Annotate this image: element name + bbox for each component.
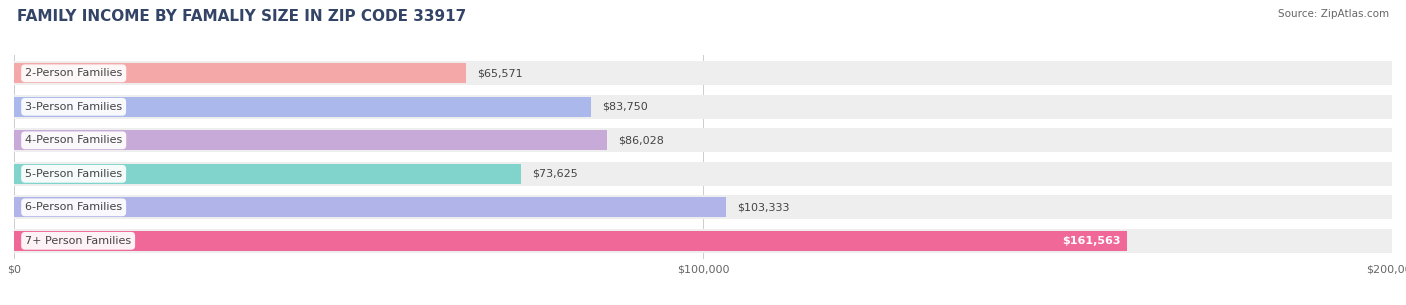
Text: $65,571: $65,571	[477, 68, 523, 78]
Bar	[14, 164, 522, 184]
Text: $83,750: $83,750	[602, 102, 648, 112]
Text: 3-Person Families: 3-Person Families	[25, 102, 122, 112]
Bar	[14, 95, 1392, 119]
Bar	[14, 229, 1392, 253]
Bar	[14, 197, 725, 217]
Text: 2-Person Families: 2-Person Families	[25, 68, 122, 78]
Text: 7+ Person Families: 7+ Person Families	[25, 236, 131, 246]
Text: $86,028: $86,028	[617, 135, 664, 145]
Text: $103,333: $103,333	[737, 202, 790, 212]
Bar	[14, 162, 1392, 186]
Bar	[14, 231, 1128, 251]
Bar	[14, 63, 465, 83]
Bar	[14, 195, 1392, 219]
Text: 6-Person Families: 6-Person Families	[25, 202, 122, 212]
Text: $161,563: $161,563	[1062, 236, 1121, 246]
Text: 4-Person Families: 4-Person Families	[25, 135, 122, 145]
Text: 5-Person Families: 5-Person Families	[25, 169, 122, 179]
Bar	[14, 130, 607, 150]
Bar	[14, 97, 591, 117]
Bar	[14, 61, 1392, 85]
Text: FAMILY INCOME BY FAMALIY SIZE IN ZIP CODE 33917: FAMILY INCOME BY FAMALIY SIZE IN ZIP COD…	[17, 9, 467, 24]
Text: Source: ZipAtlas.com: Source: ZipAtlas.com	[1278, 9, 1389, 19]
Bar	[14, 128, 1392, 152]
Text: $73,625: $73,625	[533, 169, 578, 179]
